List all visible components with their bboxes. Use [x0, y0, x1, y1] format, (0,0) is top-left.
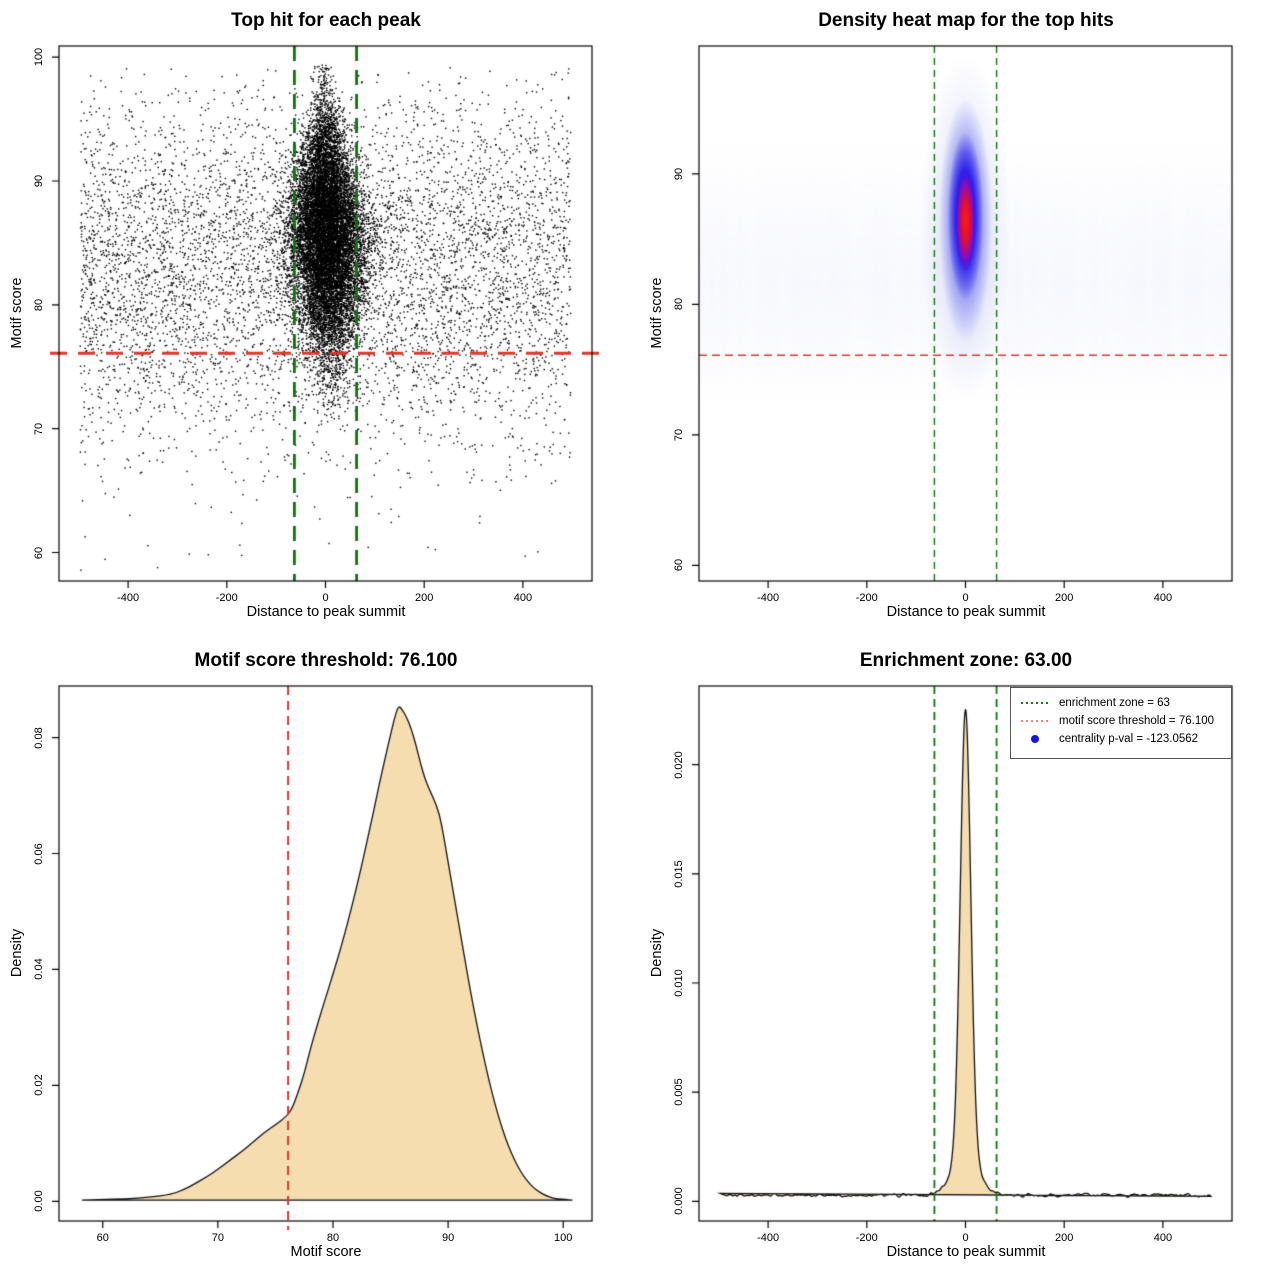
x-tick-label: 90	[441, 1232, 455, 1244]
x-tick-label: 70	[211, 1232, 224, 1244]
y-tick-label: 70	[673, 428, 685, 441]
x-tick-label: 200	[1055, 1232, 1074, 1244]
panel-title: Density heat map for the top hits	[818, 10, 1114, 31]
y-tick-label: 0.020	[673, 750, 685, 779]
y-tick-label: 100	[33, 47, 45, 67]
x-axis-label: Motif score	[290, 1244, 362, 1260]
plot-legend: enrichment zone = 63 motif score thresho…	[1010, 687, 1232, 759]
x-tick-label: 0	[962, 592, 969, 604]
x-axis-label: Distance to peak summit	[886, 604, 1046, 620]
blue-dot-swatch	[1021, 735, 1049, 743]
panel-title: Motif score threshold: 76.100	[194, 650, 458, 671]
y-tick-label: 60	[33, 546, 45, 559]
legend-row-score-threshold: motif score threshold = 76.100	[1011, 712, 1231, 730]
panel-title: Enrichment zone: 63.00	[859, 650, 1073, 671]
x-tick-label: 80	[326, 1232, 340, 1244]
y-tick-label: 60	[673, 559, 685, 572]
x-tick-label: 200	[415, 592, 434, 604]
y-tick-label: 0.08	[33, 726, 45, 749]
scatter-panel: -400 -200 0 200 400 60 70 80 90 100 Top hit for e…	[0, 0, 640, 640]
y-tick-label: 0.010	[673, 969, 685, 997]
x-tick-label: -400	[117, 592, 140, 604]
x-tick-label: 400	[513, 592, 533, 604]
x-tick-label: -200	[855, 592, 878, 604]
y-tick-label: 80	[673, 298, 685, 311]
y-tick-label: 0.015	[673, 860, 685, 888]
y-tick-label: 70	[33, 422, 45, 435]
x-axis-label: Distance to peak summit	[886, 1244, 1046, 1260]
legend-label: motif score threshold = 76.100	[1059, 715, 1215, 727]
y-axis-label: Density	[649, 928, 665, 978]
x-tick-label: 0	[962, 1232, 969, 1244]
x-axis-label: Distance to peak summit	[246, 604, 406, 620]
x-tick-label: 400	[1153, 1232, 1173, 1244]
y-tick-label: 0.04	[33, 958, 45, 981]
heatmap-plot-canvas	[640, 0, 1280, 640]
legend-row-centrality-pval: centrality p-val = -123.0562	[1011, 730, 1231, 748]
y-tick-label: 0.00	[33, 1190, 45, 1212]
x-tick-label: -200	[215, 592, 238, 604]
distance-density-panel: -400 -200 0 200 400 0.000 0.005 0.010 0.015 0.020…	[640, 640, 1280, 1280]
x-tick-label: 400	[1153, 592, 1173, 604]
heatmap-panel: -400 -200 0 200 400 60 70 80 90 Density heat map…	[640, 0, 1280, 640]
green-dotted-line-swatch	[1021, 702, 1049, 704]
score-density-plot-canvas	[0, 640, 640, 1280]
y-tick-label: 0.000	[673, 1187, 685, 1216]
y-tick-label: 0.06	[33, 842, 45, 865]
x-tick-label: 100	[554, 1232, 573, 1244]
score-density-panel: 60 70 80 90 100 0.00 0.02 0.04 0.06 0.08 Motif sc…	[0, 640, 640, 1280]
legend-label: enrichment zone = 63	[1059, 697, 1170, 709]
y-tick-label: 90	[673, 167, 685, 180]
y-axis-label: Motif score	[649, 277, 665, 349]
y-tick-label: 0.02	[33, 1074, 45, 1097]
legend-label: centrality p-val = -123.0562	[1059, 733, 1199, 745]
x-tick-label: -400	[757, 592, 780, 604]
legend-row-enrichment-zone: enrichment zone = 63	[1011, 694, 1231, 712]
y-tick-label: 80	[33, 298, 45, 311]
x-tick-label: -200	[855, 1232, 878, 1244]
x-tick-label: 60	[96, 1232, 109, 1244]
y-tick-label: 90	[33, 174, 45, 188]
y-axis-label: Density	[9, 928, 25, 978]
panel-title: Top hit for each peak	[231, 10, 421, 31]
x-tick-label: -400	[757, 1232, 780, 1244]
x-tick-label: 0	[322, 592, 329, 604]
y-tick-label: 0.005	[673, 1078, 685, 1106]
y-axis-label: Motif score	[9, 277, 25, 349]
x-tick-label: 200	[1055, 592, 1074, 604]
scatter-plot-canvas	[0, 0, 640, 640]
red-dotted-line-swatch	[1021, 720, 1049, 722]
